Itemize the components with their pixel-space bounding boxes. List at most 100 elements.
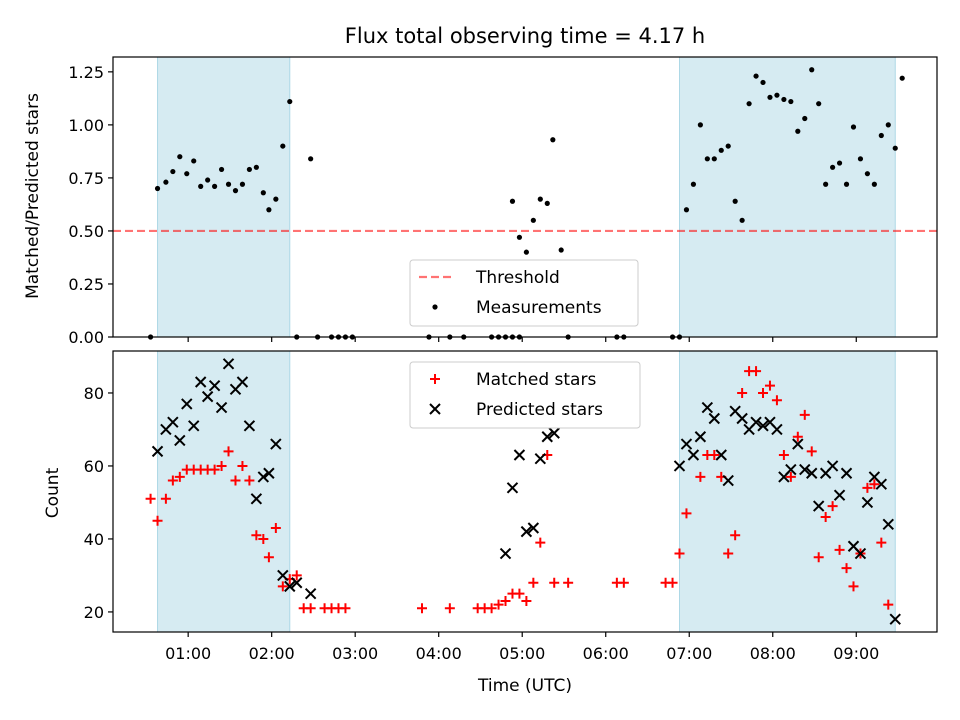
legend: Threshold Measurements — [409, 259, 639, 327]
matched-star-point — [237, 460, 248, 471]
shaded-interval — [157, 350, 291, 633]
matched-star-point — [263, 552, 274, 563]
measurement-point — [739, 217, 745, 223]
y-tick-label: 1.00 — [68, 116, 104, 135]
measurement-point — [732, 198, 738, 204]
measurement-point — [774, 92, 780, 98]
matched-star-point — [667, 577, 678, 588]
predicted-star-point — [861, 496, 874, 509]
predicted-star-point — [284, 580, 296, 593]
x-tick-label: 05:00 — [499, 644, 545, 663]
predicted-star-point — [736, 412, 748, 425]
matched-star-point — [695, 471, 706, 482]
measurement-point — [711, 156, 717, 162]
measurement-point — [760, 79, 766, 86]
predicted-star-point — [799, 463, 811, 476]
predicted-star-point — [771, 423, 783, 436]
matched-star-point — [270, 522, 281, 533]
matched-star-point — [827, 501, 838, 512]
predicted-star-point — [270, 438, 282, 450]
legend-matched-swatch — [430, 374, 440, 384]
measurement-point — [537, 196, 543, 202]
y-tick-label: 0.00 — [68, 328, 104, 347]
measurement-point — [857, 156, 864, 162]
matched-star-point — [444, 603, 455, 614]
y-tick-label: 20 — [84, 603, 104, 622]
matched-star-point — [563, 577, 574, 588]
measurement-point — [767, 94, 773, 100]
legend-measurement-swatch — [432, 304, 438, 310]
predicted-star-point — [812, 500, 825, 512]
measurement-point — [816, 101, 822, 107]
matched-star-point — [340, 603, 351, 614]
y-tick-label: 1.25 — [68, 63, 104, 82]
measurement-point — [830, 164, 836, 170]
measurement-point — [802, 115, 808, 122]
shaded-interval — [679, 56, 896, 338]
matched-star-point — [758, 387, 769, 398]
matched-star-point — [152, 515, 163, 526]
measurement-point — [704, 156, 710, 162]
measurement-point — [683, 207, 690, 213]
x-tick-label: 07:00 — [666, 644, 712, 663]
measurement-point — [212, 183, 218, 189]
predicted-star-point — [520, 525, 533, 538]
matched-star-point — [223, 446, 234, 457]
measurement-point — [280, 143, 286, 149]
x-tick-label: 08:00 — [750, 644, 796, 663]
measurement-point — [781, 96, 787, 103]
measurement-point — [558, 247, 564, 253]
matched-star-point — [216, 460, 227, 471]
measurement-point — [266, 207, 272, 213]
measurement-point — [746, 101, 752, 107]
predicted-star-point — [222, 358, 235, 370]
matched-star-point — [514, 588, 525, 599]
measurement-point — [864, 171, 871, 177]
x-axis-label: Time (UTC) — [477, 676, 572, 696]
predicted-star-point — [201, 390, 214, 403]
legend: Matched stars Predicted stars — [409, 361, 641, 429]
matched-star-point — [230, 475, 241, 486]
measurement-point — [177, 154, 183, 160]
predicted-star-point — [750, 416, 762, 428]
predicted-star-point — [174, 434, 186, 447]
measurement-point — [253, 164, 259, 170]
matched-star-point — [521, 595, 532, 606]
legend-label: Measurements — [476, 298, 602, 318]
measurement-point — [795, 128, 801, 134]
matched-star-point — [813, 552, 824, 563]
predicted-star-point — [722, 474, 734, 487]
measurement-point — [550, 137, 556, 143]
matched-star-point — [244, 475, 255, 486]
matched-star-point — [883, 599, 894, 610]
bottom-y-axis-label: Count — [43, 467, 63, 518]
legend-predicted-swatch — [429, 403, 441, 415]
top-axes-frame — [112, 56, 938, 338]
top-y-axis-label: Matched/Predicted stars — [23, 93, 43, 299]
measurement-point — [690, 181, 697, 187]
matched-star-point — [785, 471, 796, 482]
matched-star-point — [723, 548, 734, 559]
predicted-star-point — [291, 577, 303, 589]
predicted-star-point — [277, 569, 289, 582]
matched-star-point — [305, 603, 316, 614]
shaded-interval — [157, 56, 291, 338]
measurement-point — [718, 147, 724, 153]
measurement-point — [239, 181, 246, 187]
predicted-star-point — [257, 471, 270, 483]
predicted-star-point — [263, 467, 275, 479]
matched-star-point — [291, 570, 302, 581]
measurement-point — [843, 181, 850, 187]
measurement-point — [885, 122, 891, 128]
measurement-point — [892, 145, 898, 151]
measurement-point — [154, 185, 161, 192]
predicted-star-point — [806, 467, 818, 479]
matched-star-point — [493, 599, 504, 610]
matched-star-point — [778, 450, 789, 461]
matched-star-point — [792, 431, 803, 442]
legend-label: Predicted stars — [476, 400, 603, 420]
measurement-point — [273, 196, 279, 202]
measurement-point — [850, 124, 857, 130]
predicted-star-point — [194, 376, 207, 388]
matched-star-point — [209, 464, 220, 475]
